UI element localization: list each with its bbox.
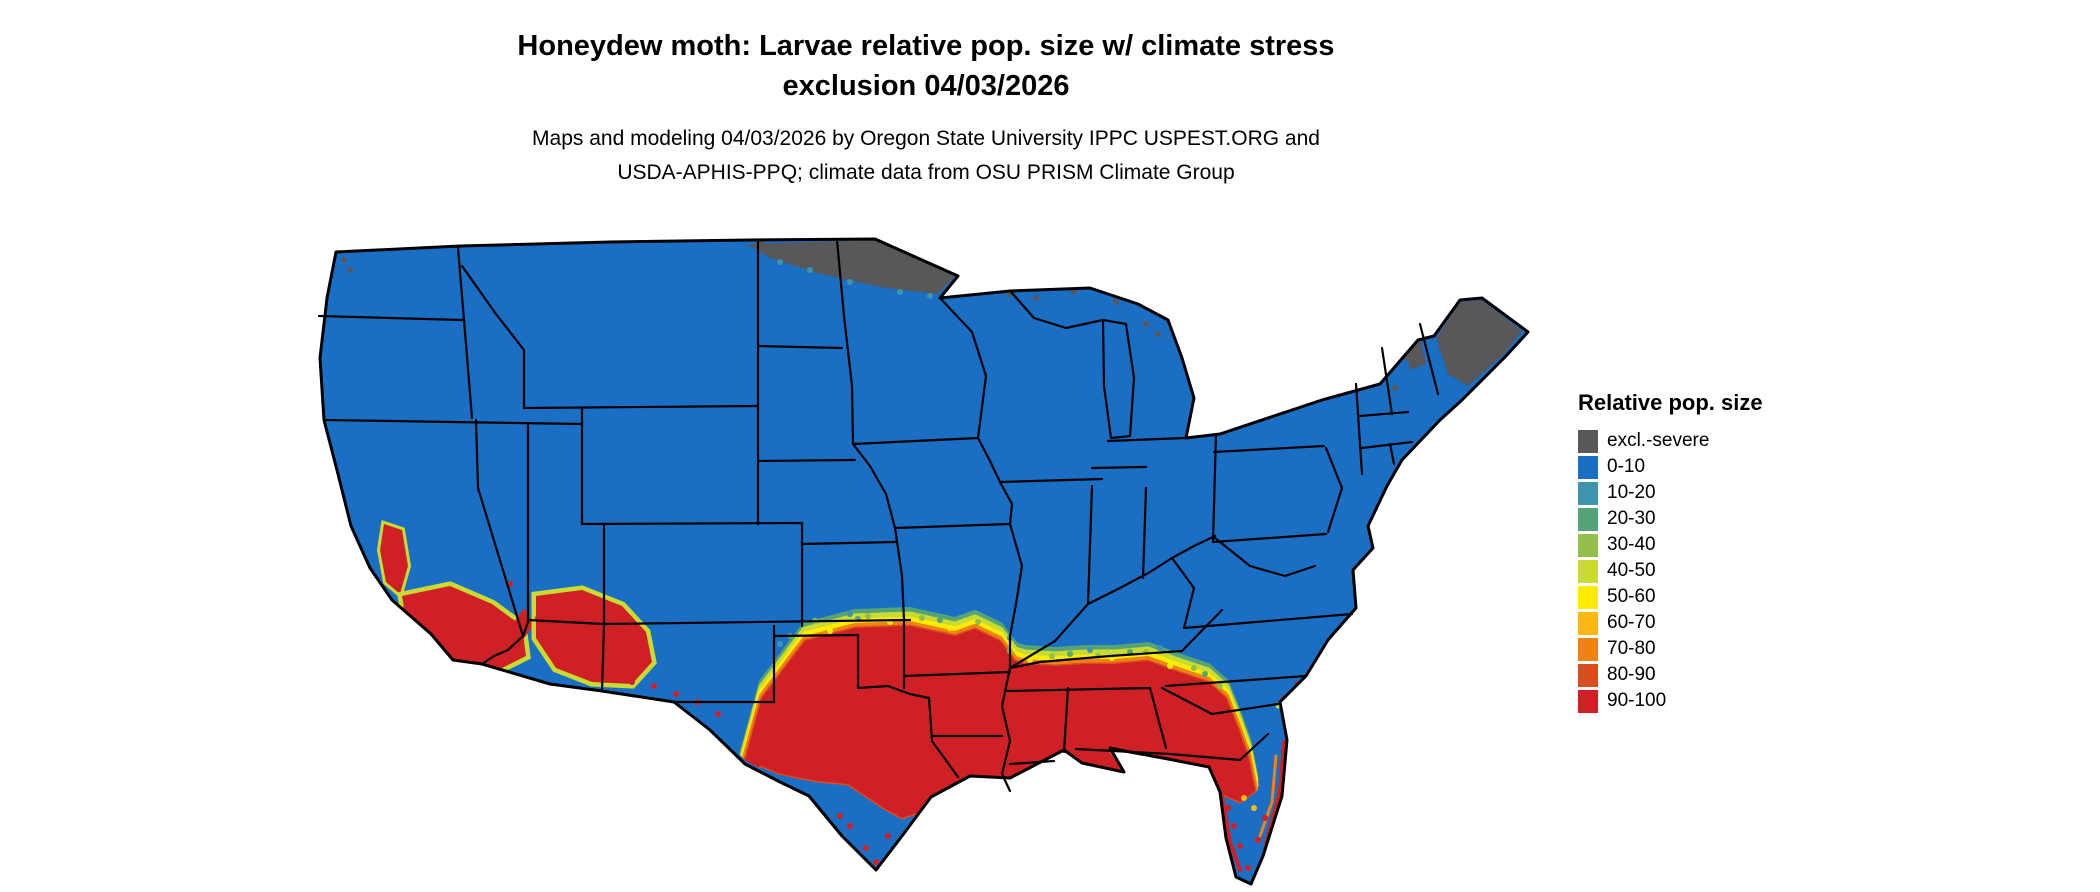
legend-row: excl.-severe xyxy=(1578,428,1763,454)
state-borders xyxy=(317,238,1440,793)
legend-label: 60-70 xyxy=(1607,612,1656,633)
legend-label: excl.-severe xyxy=(1607,430,1710,451)
legend-entries: excl.-severe 0-10 10-20 20-30 30-40 40-50 50-6… xyxy=(1578,428,1763,714)
title-line-2: exclusion 04/03/2026 xyxy=(782,70,1070,102)
legend-row: 90-100 xyxy=(1578,688,1763,714)
legend-swatch xyxy=(1578,663,1598,687)
legend-title: Relative pop. size xyxy=(1578,390,1763,415)
legend-row: 50-60 xyxy=(1578,584,1763,610)
legend-row: 30-40 xyxy=(1578,532,1763,558)
legend-label: 40-50 xyxy=(1607,560,1656,581)
legend-row: 0-10 xyxy=(1578,454,1763,480)
legend-label: 0-10 xyxy=(1607,456,1646,477)
legend-swatch xyxy=(1578,637,1598,661)
legend: Relative pop. size excl.-severe 0-10 10-20… xyxy=(1578,390,1763,714)
legend-row: 10-20 xyxy=(1578,480,1763,506)
subtitle: Maps and modeling 04/03/2026 by Oregon S… xyxy=(326,122,1526,190)
us-map xyxy=(317,237,1530,886)
legend-swatch xyxy=(1578,507,1598,531)
legend-label: 80-90 xyxy=(1607,664,1656,685)
legend-label: 20-30 xyxy=(1607,508,1656,529)
legend-swatch xyxy=(1578,611,1598,635)
high-population-region-south xyxy=(739,624,1257,820)
legend-row: 80-90 xyxy=(1578,662,1763,688)
legend-label: 10-20 xyxy=(1607,482,1656,503)
subtitle-line-1: Maps and modeling 04/03/2026 by Oregon S… xyxy=(532,127,1320,150)
high-population-region-california xyxy=(376,520,534,673)
high-population-region-arizona xyxy=(531,585,657,689)
legend-label: 50-60 xyxy=(1607,586,1656,607)
legend-swatch xyxy=(1578,481,1598,505)
legend-label: 90-100 xyxy=(1607,690,1667,711)
legend-row: 70-80 xyxy=(1578,636,1763,662)
legend-swatch xyxy=(1578,689,1598,713)
legend-swatch xyxy=(1578,455,1598,479)
exclusion-fringe-speckles xyxy=(777,259,933,299)
florida-coastal-strips xyxy=(1220,740,1286,872)
lake-michigan xyxy=(1101,318,1136,440)
legend-row: 40-50 xyxy=(1578,558,1763,584)
page-title: Honeydew moth: Larvae relative pop. size… xyxy=(326,26,1526,106)
legend-label: 30-40 xyxy=(1607,534,1656,555)
title-line-1: Honeydew moth: Larvae relative pop. size… xyxy=(517,30,1335,62)
legend-swatch xyxy=(1578,559,1598,583)
us-outline xyxy=(318,237,1530,886)
legend-label: 70-80 xyxy=(1607,638,1656,659)
legend-swatch xyxy=(1578,429,1598,453)
legend-swatch xyxy=(1578,533,1598,557)
legend-row: 20-30 xyxy=(1578,506,1763,532)
subtitle-line-2: USDA-APHIS-PPQ; climate data from OSU PR… xyxy=(617,161,1235,184)
legend-swatch xyxy=(1578,585,1598,609)
legend-row: 60-70 xyxy=(1578,610,1763,636)
model-raster-layers xyxy=(341,240,1522,884)
